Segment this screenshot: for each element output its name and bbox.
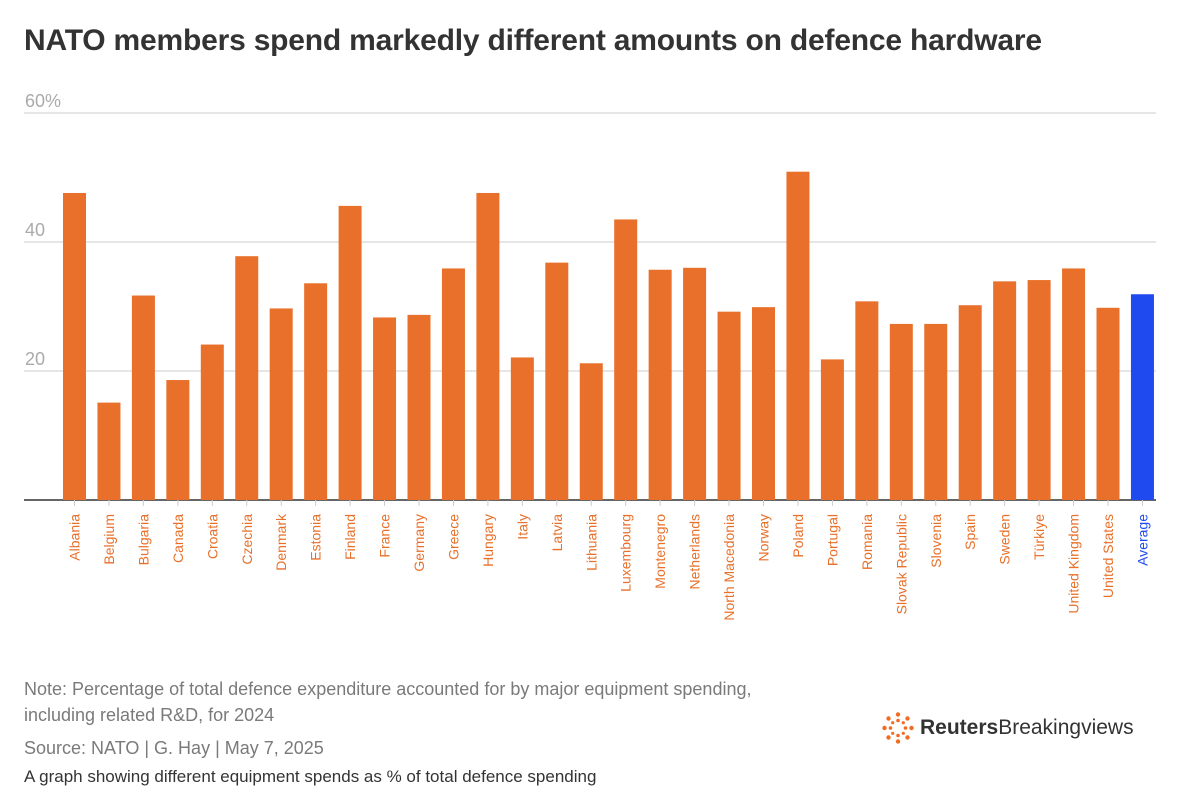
bar-hungary — [476, 192, 500, 501]
x-tick-label: Czechia — [239, 514, 255, 565]
y-tick-label: 20 — [25, 349, 45, 369]
bar-bulgaria — [131, 295, 155, 500]
x-tick-label: Slovenia — [928, 514, 944, 568]
bar-romania — [855, 301, 879, 500]
bar-belgium — [97, 402, 121, 500]
reuters-breakingviews-logo: Reuters Breakingviews — [882, 712, 1134, 744]
bar-denmark — [269, 308, 293, 500]
bar-croatia — [200, 344, 224, 500]
chart-title: NATO members spend markedly different am… — [24, 24, 1042, 57]
logo-brand-light: Breakingviews — [998, 716, 1134, 739]
chart-note: Note: Percentage of total defence expend… — [24, 679, 752, 725]
x-tick-label: Slovak Republic — [893, 514, 909, 614]
x-tick-label: Romania — [859, 514, 875, 570]
x-tick-label: Average — [1134, 514, 1150, 566]
bar-canada — [166, 380, 190, 500]
x-tick-label: Croatia — [204, 514, 220, 559]
x-tick-label: Portugal — [824, 514, 840, 566]
bar-montenegro — [648, 269, 672, 500]
x-tick-label: Latvia — [549, 514, 565, 552]
x-tick-label: Poland — [790, 514, 806, 558]
x-tick-label: North Macedonia — [721, 514, 737, 621]
x-tick-label: Estonia — [308, 514, 324, 561]
x-tick-label: Denmark — [273, 513, 289, 571]
x-tick-label: United Kingdom — [1066, 514, 1082, 614]
x-tick-label: Lithuania — [583, 514, 599, 571]
bar-poland — [786, 171, 810, 500]
x-tick-label: Canada — [170, 514, 186, 563]
bar-united-kingdom — [1062, 268, 1086, 500]
y-tick-label: 40 — [25, 220, 45, 240]
x-tick-label: Sweden — [997, 514, 1013, 565]
bar-finland — [338, 205, 362, 500]
bar-greece — [441, 268, 465, 500]
bar-united-states — [1096, 307, 1120, 500]
x-tick-label: Luxembourg — [618, 514, 634, 592]
x-tick-label: Spain — [962, 514, 978, 550]
x-tick-label: Italy — [514, 514, 530, 540]
bar-chart: 20 40 60% Albania Belgium Bulgaria Canada Croa… — [24, 91, 1156, 621]
reuters-dot-ring-icon — [882, 712, 914, 744]
bar-north-macedonia — [717, 311, 741, 500]
x-tick-label: Belgium — [101, 514, 117, 565]
bars — [63, 171, 1154, 501]
x-tick-label: Netherlands — [687, 514, 703, 590]
y-tick-label: 60% — [25, 91, 61, 111]
bar-estonia — [304, 283, 328, 500]
bar-slovenia — [924, 323, 948, 500]
x-tick-label: United States — [1100, 514, 1116, 598]
bar-germany — [407, 314, 431, 500]
x-tick-label: Norway — [756, 514, 772, 561]
chart-source: Source: NATO | G. Hay | May 7, 2025 — [24, 738, 324, 758]
bar-portugal — [820, 359, 844, 500]
chart-caption: A graph showing different equipment spen… — [24, 767, 597, 786]
bar-t-rkiye — [1027, 280, 1051, 500]
x-tick-label: France — [377, 514, 393, 558]
bar-slovak-republic — [889, 323, 913, 500]
x-tick-label: Greece — [445, 514, 461, 560]
x-tick-label: Bulgaria — [135, 514, 151, 566]
bar-average — [1130, 294, 1154, 500]
x-tick-label: Finland — [342, 514, 358, 560]
bar-lithuania — [579, 363, 603, 500]
x-tick-label: Türkiye — [1031, 514, 1047, 560]
bar-norway — [752, 307, 775, 500]
x-tick-label: Hungary — [480, 514, 496, 567]
x-tick-label: Montenegro — [652, 514, 668, 589]
bar-italy — [510, 357, 534, 500]
x-tick-label: Albania — [67, 514, 83, 561]
bar-latvia — [545, 262, 569, 500]
bar-luxembourg — [614, 219, 638, 501]
bar-spain — [958, 305, 982, 500]
category-labels: Albania Belgium Bulgaria Canada Croatia Czech… — [67, 513, 1151, 621]
bar-albania — [63, 192, 86, 501]
bar-czechia — [235, 256, 259, 500]
bar-sweden — [993, 281, 1017, 500]
logo-brand-bold: Reuters — [920, 716, 999, 739]
x-tick-label: Germany — [411, 514, 427, 572]
bar-france — [373, 317, 397, 500]
bar-netherlands — [683, 267, 707, 500]
